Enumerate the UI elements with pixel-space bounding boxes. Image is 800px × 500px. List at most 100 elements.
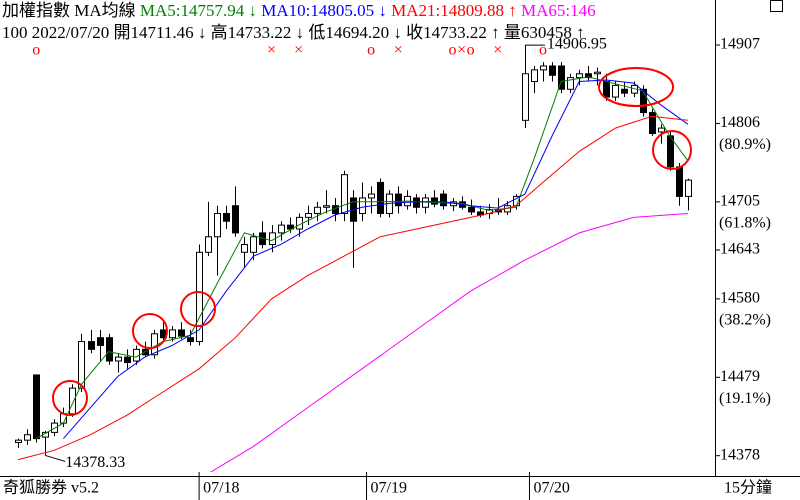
event-marker: o — [539, 42, 547, 59]
candle-body — [685, 179, 692, 197]
candle-body — [88, 341, 95, 350]
event-marker: × — [457, 42, 466, 59]
candle-body — [305, 212, 312, 218]
header-line: 100 2022/07/20 開14711.46 ↓ 高14733.22 ↓ 低… — [2, 23, 713, 43]
candle-body — [440, 193, 447, 207]
header-text: 加權指數 MA均線 — [2, 1, 140, 20]
candle-body — [522, 73, 529, 121]
candle-body — [395, 193, 402, 207]
candle-body — [468, 206, 475, 213]
candle-body — [250, 236, 257, 253]
candle-body — [576, 73, 583, 79]
header-text: MA21:14809.88 — [391, 1, 505, 20]
candle-body — [413, 197, 420, 208]
candle-body — [558, 65, 565, 90]
y-tick-label: 14479 — [720, 368, 760, 385]
period-label[interactable]: 15分鐘 — [724, 479, 772, 497]
candle-body — [531, 69, 538, 83]
candle-body — [658, 127, 665, 133]
fib-label: (80.9%) — [719, 136, 771, 153]
header-text: MA10:14805.05 — [261, 1, 375, 20]
candle-body — [214, 212, 221, 238]
header-text: ↓ — [374, 1, 392, 20]
y-tick-label: 14705 — [720, 193, 760, 210]
y-tick-label: 14643 — [720, 241, 760, 258]
event-marker: o — [32, 42, 40, 59]
candle-body — [359, 197, 366, 214]
candle-body — [612, 84, 619, 98]
y-tick-label: 14580 — [720, 290, 760, 307]
highlight-circle — [52, 380, 88, 416]
candle-body — [314, 206, 321, 214]
candle-body — [549, 65, 556, 76]
y-tick-label: 14378 — [720, 446, 760, 463]
ma-line — [63, 79, 689, 439]
low-annotation: 14378.33 — [65, 454, 125, 471]
candle-body — [241, 244, 248, 253]
candle-body — [377, 181, 384, 214]
candle-body — [78, 341, 85, 389]
candle-body — [33, 374, 40, 440]
event-marker: o — [467, 42, 475, 59]
candle-body — [15, 439, 22, 443]
event-marker: × — [493, 42, 502, 59]
y-tick-label: 14806 — [720, 114, 760, 131]
ma-line — [35, 76, 689, 440]
header-text: ↑ — [504, 1, 522, 20]
x-tick-label: 07/19 — [371, 480, 407, 497]
candle-body — [667, 135, 674, 168]
candle-body — [223, 212, 230, 222]
header-text: ↓ — [244, 1, 262, 20]
candle-body — [640, 88, 647, 114]
candle-body — [585, 73, 592, 79]
header-line: 加權指數 MA均線 MA5:14757.94 ↓ MA10:14805.05 ↓… — [2, 1, 713, 21]
candle-body — [621, 88, 628, 94]
candle-body — [287, 224, 294, 230]
highlight-circle — [598, 67, 674, 107]
highlight-circle — [180, 291, 216, 327]
candle-body — [603, 81, 610, 98]
candle-body — [124, 356, 131, 364]
event-marker: × — [394, 42, 403, 59]
candle-body — [368, 193, 375, 199]
candle-body — [649, 112, 656, 135]
header-text: MA65:146 — [521, 1, 596, 20]
highlight-circle — [652, 130, 692, 170]
footer-bar — [0, 476, 800, 500]
corner-box — [770, 0, 783, 12]
annotation-leader — [45, 454, 66, 462]
event-marker: × — [267, 42, 276, 59]
candle-body — [97, 337, 104, 346]
candle-body — [187, 337, 194, 343]
x-tick-label: 07/20 — [533, 480, 569, 497]
event-marker: o — [367, 42, 375, 59]
plot-area — [15, 45, 692, 472]
candle-body — [196, 251, 203, 343]
candle-body — [567, 77, 574, 90]
ma-line — [17, 115, 688, 461]
candle-body — [323, 205, 330, 208]
y-tick-label: 14907 — [720, 36, 760, 53]
candle-body — [178, 329, 185, 337]
candle-body — [232, 205, 239, 234]
candle-body — [115, 356, 122, 362]
fib-label: (19.1%) — [719, 390, 771, 407]
candle-body — [106, 337, 113, 362]
event-marker: × — [294, 42, 303, 59]
high-annotation: 14906.95 — [547, 36, 607, 53]
header-text: MA5:14757.94 — [139, 1, 245, 20]
candle-body — [540, 65, 547, 71]
candle-body — [205, 236, 212, 253]
candle-body — [431, 197, 438, 205]
ma-line — [209, 213, 688, 472]
x-tick-label: 07/18 — [203, 480, 239, 497]
candle-body — [278, 224, 285, 234]
highlight-circle — [132, 313, 168, 349]
footer-title: 奇狐勝券 v5.2 — [3, 479, 99, 497]
candle-body — [24, 434, 31, 441]
candle-body — [676, 166, 683, 197]
header-text: 100 2022/07/20 開14711.46 ↓ 高14733.22 ↓ 低… — [2, 23, 585, 42]
candle-body — [594, 71, 601, 75]
